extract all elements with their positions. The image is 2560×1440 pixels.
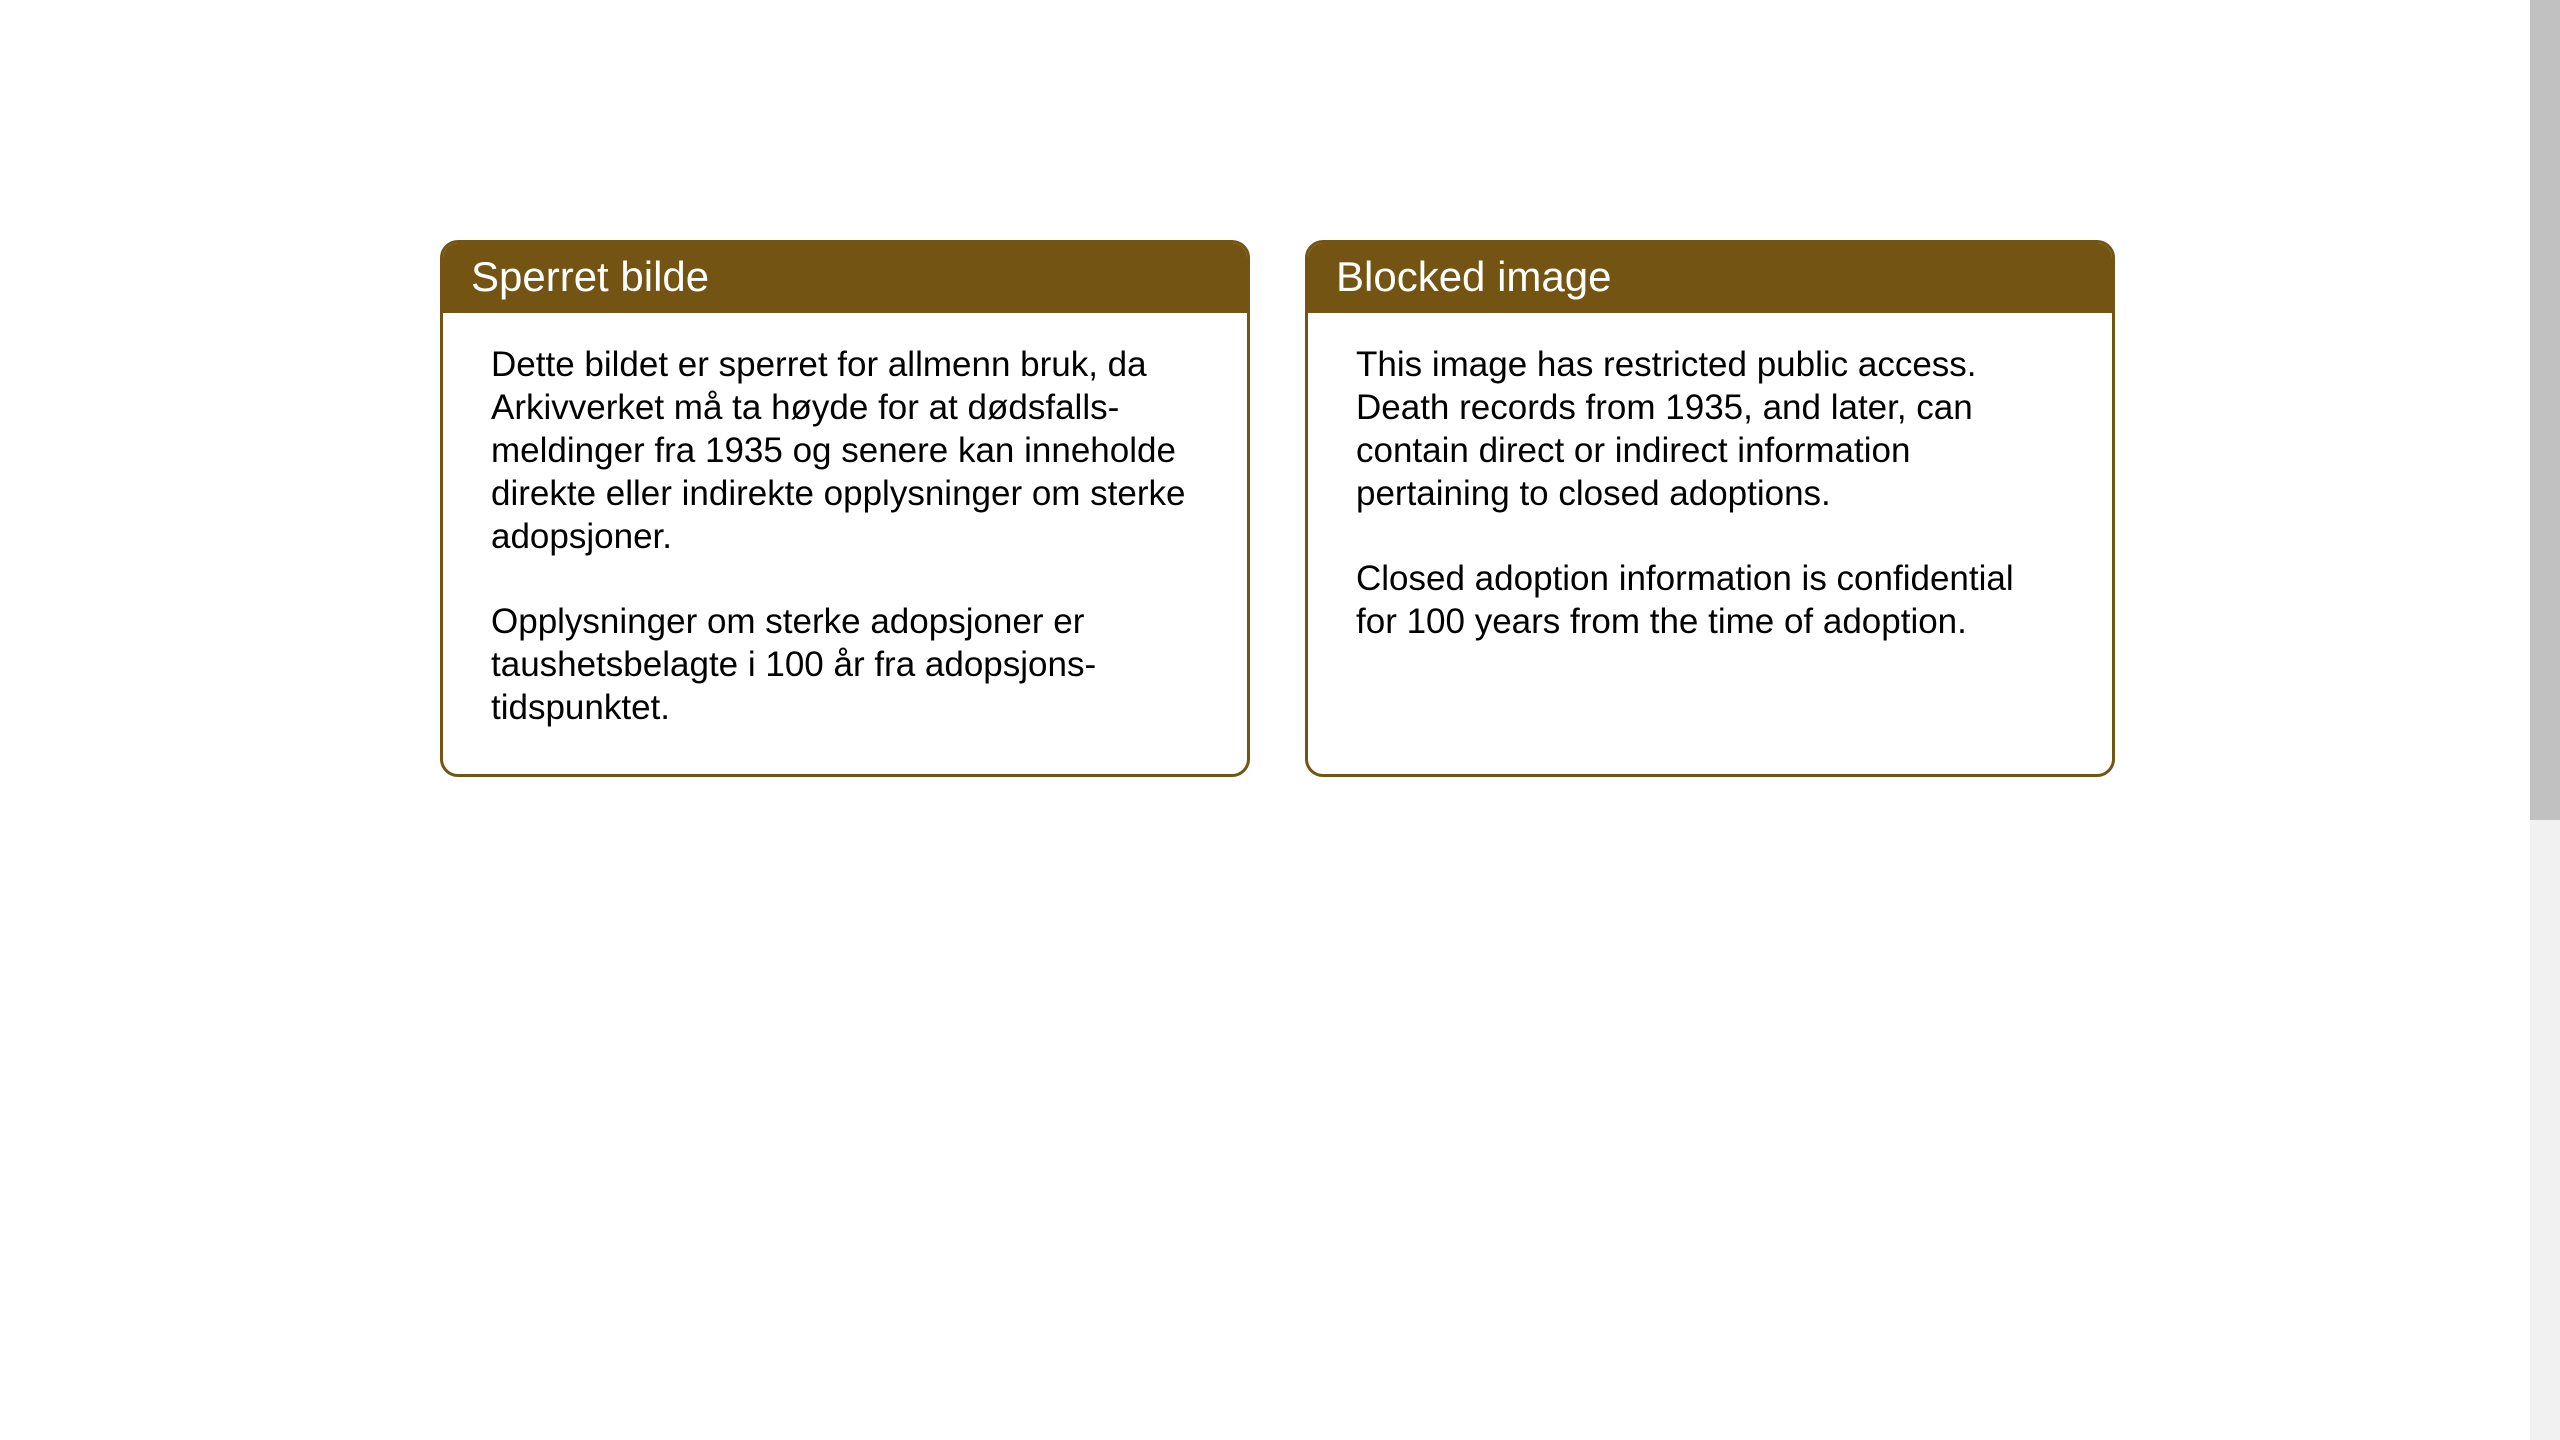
english-card-title: Blocked image [1308, 243, 2112, 313]
english-paragraph-1: This image has restricted public access.… [1356, 343, 2064, 515]
english-card-body: This image has restricted public access.… [1308, 313, 2112, 688]
notice-container: Sperret bilde Dette bildet er sperret fo… [440, 240, 2115, 777]
english-paragraph-2: Closed adoption information is confident… [1356, 557, 2064, 643]
norwegian-paragraph-2: Opplysninger om sterke adopsjoner er tau… [491, 600, 1199, 729]
norwegian-notice-card: Sperret bilde Dette bildet er sperret fo… [440, 240, 1250, 777]
norwegian-card-body: Dette bildet er sperret for allmenn bruk… [443, 313, 1247, 774]
norwegian-card-title: Sperret bilde [443, 243, 1247, 313]
english-notice-card: Blocked image This image has restricted … [1305, 240, 2115, 777]
norwegian-paragraph-1: Dette bildet er sperret for allmenn bruk… [491, 343, 1199, 558]
scrollbar-track[interactable] [2530, 0, 2560, 1440]
scrollbar-thumb[interactable] [2530, 0, 2560, 820]
